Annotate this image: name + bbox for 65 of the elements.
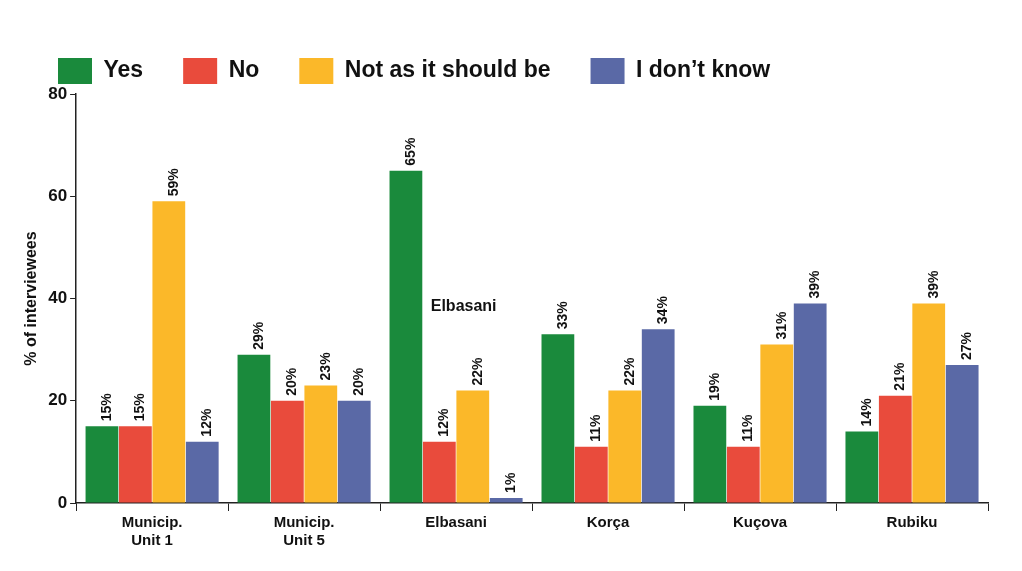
y-tick-label: 60	[48, 185, 68, 205]
bar	[270, 400, 304, 503]
x-tick-label: Municip. Unit 1	[121, 513, 183, 549]
bar	[185, 441, 219, 503]
legend-label: No	[228, 56, 260, 83]
bar	[608, 390, 642, 503]
y-tick-label: 20	[48, 390, 68, 410]
data-label: 34%	[654, 295, 671, 325]
data-label: 14%	[857, 397, 874, 427]
x-tick-label: Municip. Unit 5	[273, 513, 335, 549]
bar	[760, 344, 794, 503]
bar	[574, 446, 608, 503]
legend-label: Not as it should be	[344, 56, 551, 83]
data-label: 11%	[587, 413, 604, 442]
bar	[304, 385, 338, 503]
data-label: 20%	[283, 367, 300, 396]
bar	[641, 329, 675, 503]
bar	[693, 405, 727, 503]
data-label: 23%	[316, 351, 333, 381]
y-tick-label: 40	[48, 288, 68, 308]
bar	[726, 446, 760, 503]
bar	[237, 354, 271, 503]
bar	[489, 497, 523, 503]
data-label: 22%	[620, 356, 637, 386]
bar	[845, 431, 879, 503]
data-label: 22%	[468, 356, 485, 386]
data-label: 21%	[891, 362, 908, 391]
bar	[337, 400, 371, 503]
bar	[793, 303, 827, 503]
bar	[85, 426, 119, 503]
data-label: 59%	[164, 167, 181, 197]
bar	[422, 441, 456, 503]
x-tick-label: Elbasani	[425, 513, 487, 531]
data-label: 29%	[249, 321, 266, 350]
bar	[878, 395, 912, 503]
bar	[912, 303, 946, 503]
x-tick-label: Korça	[586, 513, 630, 531]
y-axis-title: % of interviewees	[22, 231, 40, 366]
data-label: 12%	[198, 408, 215, 437]
legend-label: I don’t know	[636, 56, 771, 83]
data-label: 65%	[401, 137, 418, 166]
data-label: 20%	[350, 367, 367, 396]
data-label: 19%	[705, 372, 722, 401]
y-tick-label: 80	[48, 83, 68, 103]
data-label: 12%	[435, 408, 452, 437]
bar	[541, 334, 575, 503]
annotation: Elbasani	[430, 297, 497, 315]
data-label: 39%	[806, 270, 823, 299]
data-label: 11%	[739, 413, 756, 442]
bar	[389, 170, 423, 503]
data-label: 33%	[553, 300, 570, 330]
x-tick-label: Kuçova	[732, 513, 788, 531]
data-label: 31%	[772, 310, 789, 340]
data-label: 1%	[502, 472, 519, 493]
data-label: 15%	[131, 392, 148, 422]
x-tick-label: Rubiku	[886, 513, 938, 531]
bar	[945, 364, 979, 503]
data-label: 27%	[958, 331, 975, 360]
bar	[152, 201, 186, 503]
legend-label: Yes	[103, 56, 144, 83]
bar	[119, 426, 152, 503]
bar	[456, 390, 490, 503]
data-label: 15%	[97, 392, 114, 422]
y-tick-label: 0	[57, 492, 68, 512]
data-label: 39%	[924, 270, 941, 299]
